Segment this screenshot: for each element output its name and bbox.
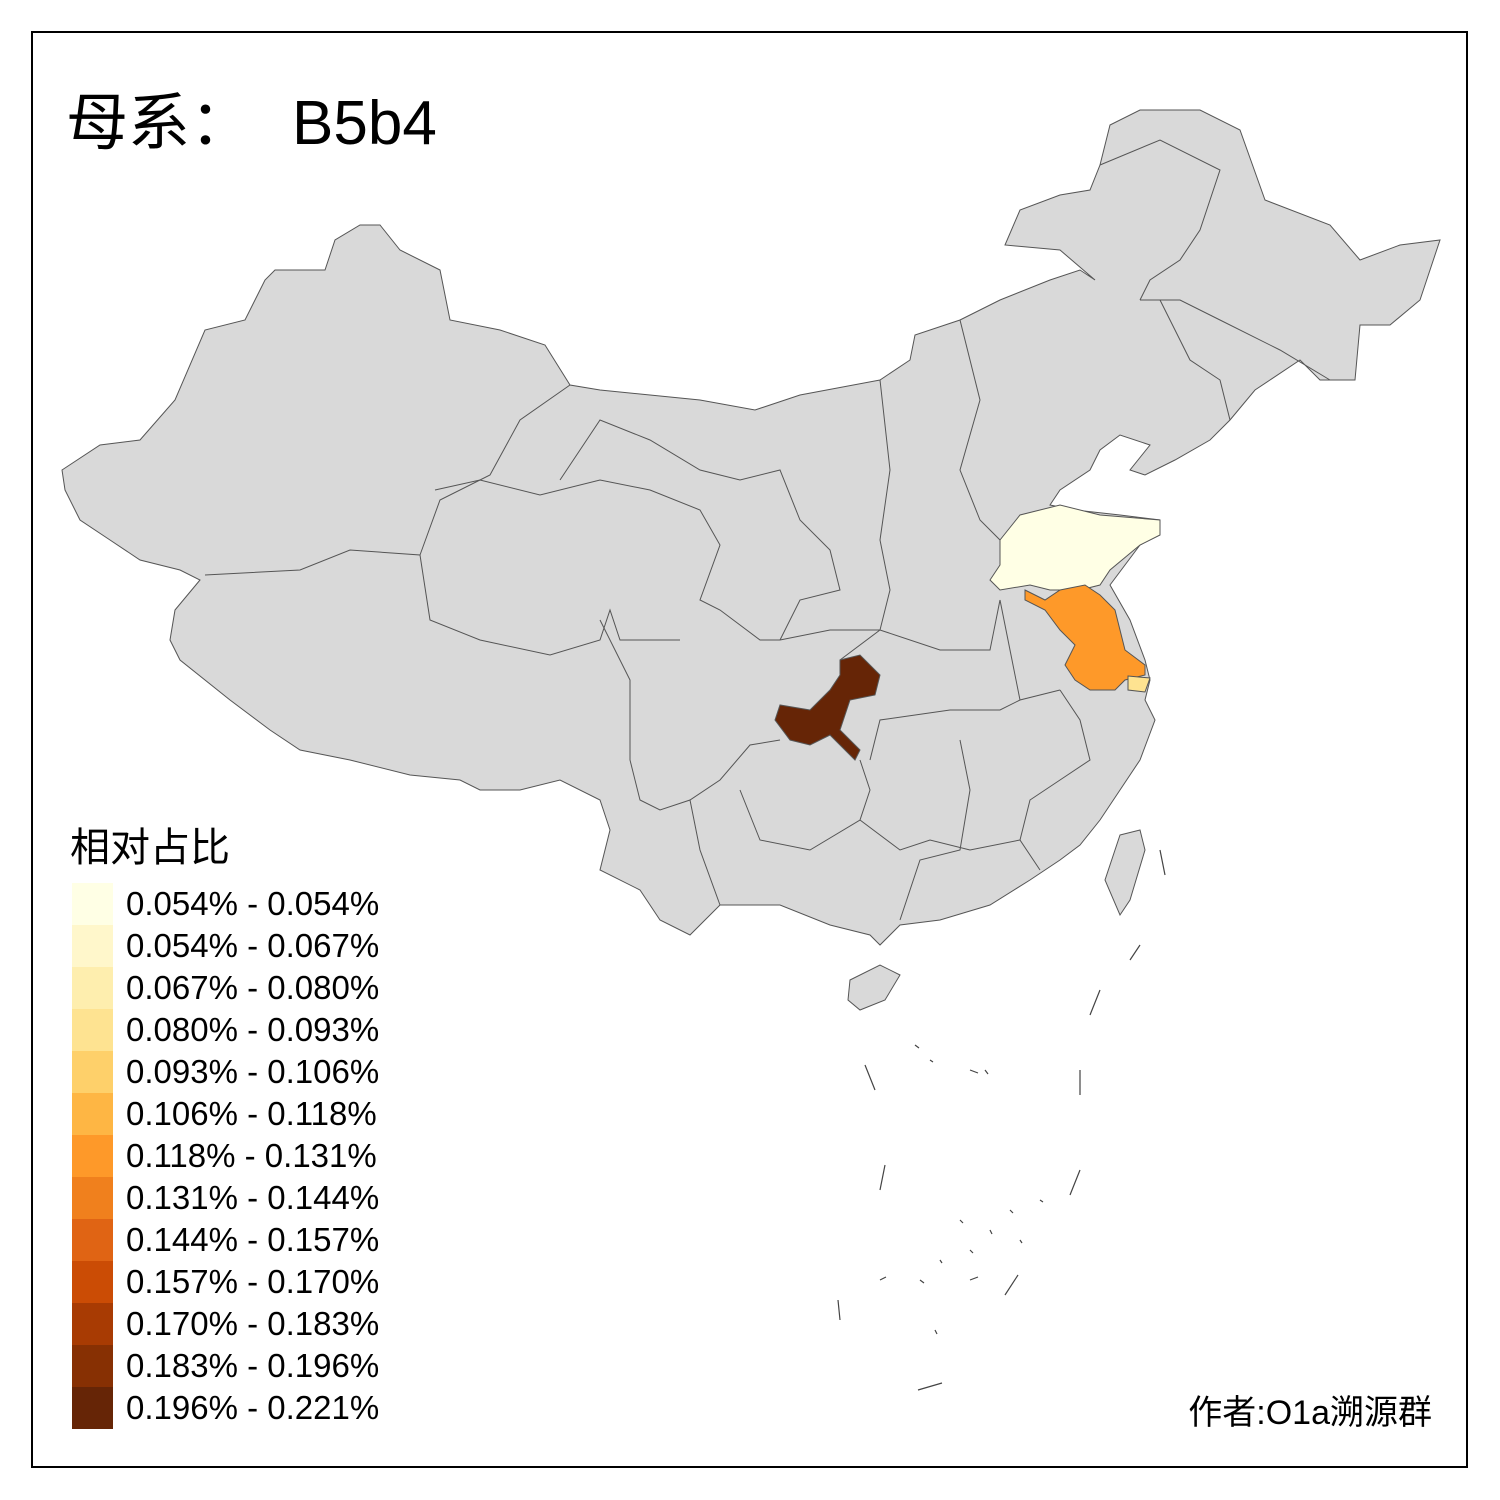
plot-frame [31, 31, 1468, 1468]
legend-item: 0.144% - 0.157% [72, 1219, 379, 1261]
legend-swatch [72, 1093, 113, 1135]
legend-item: 0.054% - 0.067% [72, 925, 379, 967]
legend-swatch [72, 1261, 113, 1303]
legend-swatch [72, 1177, 113, 1219]
region-shanghai[interactable] [1127, 675, 1151, 693]
legend-item: 0.196% - 0.221% [72, 1387, 379, 1429]
legend-item: 0.067% - 0.080% [72, 967, 379, 1009]
legend-swatch [72, 925, 113, 967]
legend-label: 0.157% - 0.170% [126, 1263, 380, 1300]
legend-swatch [72, 1009, 113, 1051]
legend-item: 0.054% - 0.054% [72, 883, 379, 925]
south-china-sea-islands [837, 849, 1166, 1391]
legend-label: 0.106% - 0.118% [126, 1095, 377, 1132]
region-chongqing[interactable] [774, 654, 881, 761]
legend-swatch [72, 1051, 113, 1093]
legend-title: 相对占比 [70, 825, 230, 871]
island-taiwan [1104, 829, 1146, 917]
legend-label: 0.183% - 0.196% [126, 1347, 380, 1384]
legend-item: 0.170% - 0.183% [72, 1303, 379, 1345]
legend-item: 0.093% - 0.106% [72, 1051, 379, 1093]
island-hainan [847, 964, 901, 1011]
legend-swatch [72, 1135, 113, 1177]
legend-label: 0.054% - 0.067% [126, 927, 380, 964]
legend-item: 0.157% - 0.170% [72, 1261, 379, 1303]
legend-label: 0.093% - 0.106% [126, 1053, 380, 1090]
legend-label: 0.170% - 0.183% [126, 1305, 380, 1342]
region-jiangsu[interactable] [1024, 584, 1146, 691]
legend-label: 0.067% - 0.080% [126, 969, 380, 1006]
region-shandong[interactable] [989, 504, 1161, 591]
legend-label: 0.118% - 0.131% [126, 1137, 377, 1174]
legend-item: 0.131% - 0.144% [72, 1177, 379, 1219]
legend: 0.054% - 0.054% 0.054% - 0.067% 0.067% - 0… [72, 883, 379, 1429]
legend-label: 0.080% - 0.093% [126, 1011, 380, 1048]
author-credit: 作者:O1a溯源群 [1188, 1394, 1432, 1432]
legend-label: 0.054% - 0.054% [126, 885, 380, 922]
legend-swatch [72, 1387, 113, 1429]
map-title: 母系： B5b4 [66, 72, 437, 162]
legend-item: 0.080% - 0.093% [72, 1009, 379, 1051]
legend-swatch [72, 1345, 113, 1387]
legend-swatch [72, 1303, 113, 1345]
legend-label: 0.196% - 0.221% [126, 1389, 380, 1426]
legend-label: 0.144% - 0.157% [126, 1221, 380, 1258]
legend-swatch [72, 883, 113, 925]
legend-item: 0.118% - 0.131% [72, 1135, 379, 1177]
legend-label: 0.131% - 0.144% [126, 1179, 380, 1216]
title-prefix: 母系： [66, 89, 253, 158]
legend-swatch [72, 1219, 113, 1261]
legend-swatch [72, 967, 113, 1009]
province-boundaries [204, 139, 1331, 921]
legend-item: 0.183% - 0.196% [72, 1345, 379, 1387]
china-mainland [61, 109, 1441, 946]
legend-item: 0.106% - 0.118% [72, 1093, 379, 1135]
title-haplogroup: B5b4 [292, 89, 437, 158]
